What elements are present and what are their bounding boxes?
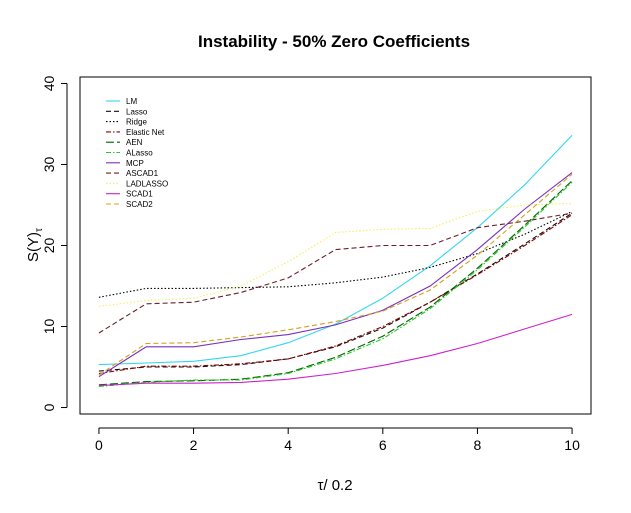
series-line-alasso (98, 181, 573, 388)
y-tick-label: 40 (41, 75, 57, 91)
series-line-scad2 (98, 173, 573, 376)
series-line-elastic-net (98, 214, 573, 375)
legend-label: ALasso (126, 149, 153, 158)
x-tick-label: 8 (474, 437, 482, 453)
series-line-lm (98, 134, 573, 366)
x-axis-label: τ/ 0.2 (317, 477, 352, 494)
series-line-lasso (98, 212, 573, 372)
legend-label: ASCAD1 (126, 169, 159, 178)
x-tick-label: 0 (95, 437, 103, 453)
y-tick-label: 0 (41, 403, 57, 411)
x-tick-label: 6 (379, 437, 387, 453)
y-axis-label-main: S(Y) (25, 232, 42, 262)
series-line-mcp (98, 172, 573, 378)
series-layer (98, 134, 573, 388)
legend-label: SCAD1 (126, 190, 153, 199)
y-axis: 0 10 20 30 40 (41, 75, 68, 411)
series-line-ridge (98, 211, 573, 298)
x-axis: 0 2 4 6 8 10 (95, 427, 580, 453)
legend-label: AEN (126, 138, 143, 147)
legend-label: LADLASSO (126, 179, 168, 188)
y-tick-label: 20 (41, 238, 57, 254)
legend-label: Elastic Net (126, 128, 165, 137)
plot-frame (79, 76, 592, 415)
chart-title: Instability - 50% Zero Coefficients (198, 32, 470, 51)
x-tick-label: 2 (190, 437, 198, 453)
y-tick-label: 30 (41, 156, 57, 172)
legend-label: SCAD2 (126, 200, 153, 209)
legend-label: LM (126, 97, 137, 106)
series-line-ascad1 (98, 212, 573, 334)
legend-label: MCP (126, 159, 144, 168)
y-axis-label-subscript: τ (34, 228, 45, 232)
legend-label: Ridge (126, 118, 147, 127)
y-tick-label: 10 (41, 319, 57, 335)
y-axis-label: S(Y)τ (25, 228, 45, 262)
x-tick-label: 4 (284, 437, 292, 453)
legend-label: Lasso (126, 107, 148, 116)
x-tick-label: 10 (564, 437, 580, 453)
series-line-aen (98, 180, 573, 386)
series-line-scad1 (98, 313, 573, 387)
series-line-ladlasso (98, 202, 573, 307)
